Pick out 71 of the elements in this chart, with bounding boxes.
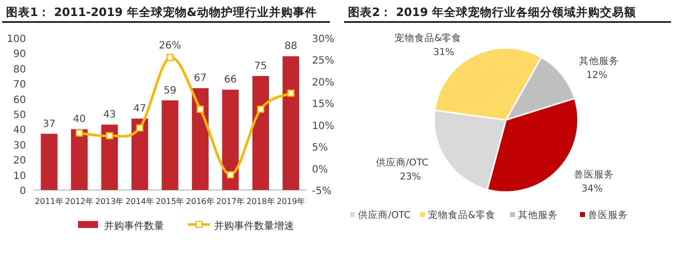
y2-tick-label: 10%	[312, 120, 334, 132]
legend-label: 并购事件数量	[104, 220, 164, 232]
slice-label: 宠物食品&零食	[394, 32, 462, 44]
y-tick-label: 30	[13, 140, 26, 152]
legend-label: 其他服务	[518, 209, 558, 221]
y-tick-label: 60	[13, 94, 26, 106]
slice-label: 兽医服务	[574, 168, 614, 181]
y-tick-label: 80	[13, 64, 26, 76]
bar	[71, 129, 88, 190]
y2-tick-label: 5%	[312, 142, 328, 154]
y2-tick-label: 30%	[312, 34, 334, 45]
bar	[162, 100, 178, 190]
data-label: 40	[72, 114, 86, 126]
point	[136, 124, 144, 132]
point	[226, 171, 234, 178]
y2-tick-label: 20%	[312, 77, 334, 88]
data-label: 31%	[433, 46, 454, 58]
bar	[131, 118, 148, 190]
legend-label: 兽医服务	[588, 209, 628, 221]
y-tick-label: 100	[6, 34, 26, 45]
data-label: 23%	[400, 172, 421, 183]
x-tick-label: 2019年	[276, 197, 306, 206]
x-tick-label: 2012年	[65, 197, 94, 206]
data-label: 67	[194, 73, 207, 84]
y-tick-label: 0	[20, 186, 26, 197]
x-tick-label: 2014年	[126, 197, 154, 206]
y2-tick-label: -5%	[312, 186, 332, 197]
data-label: 43	[103, 110, 116, 121]
x-tick-label: 2016年	[186, 197, 214, 206]
bar	[222, 90, 239, 190]
point	[76, 130, 83, 137]
y-tick-label: 70	[13, 80, 26, 91]
x-tick-label: 2013年	[95, 197, 124, 206]
x-tick-label: 2018年	[246, 197, 275, 206]
point	[106, 132, 114, 140]
point	[287, 90, 294, 97]
legend-label: 并购事件数量增速	[214, 220, 294, 232]
point	[196, 106, 204, 113]
y-tick-label: 20	[13, 156, 26, 167]
slice-label: 供应商/OTC	[376, 156, 429, 169]
x-tick-label: 2015年	[156, 197, 184, 206]
data-label: 59	[164, 85, 176, 96]
data-label: 12%	[586, 70, 608, 81]
slice-label: 其他服务	[578, 54, 619, 67]
y-tick-label: 10	[13, 170, 26, 182]
chart-title: 图表1： 2011-2019 年全球宠物&动物护理行业并购事件	[6, 5, 317, 19]
y2-tick-label: 15%	[312, 99, 334, 110]
data-label: 34%	[582, 184, 603, 195]
data-label: 75	[254, 61, 268, 72]
bar	[252, 76, 269, 190]
bar	[282, 56, 300, 190]
x-tick-label: 2017年	[216, 197, 245, 206]
data-label: 66	[224, 74, 237, 86]
y-tick-label: 90	[13, 49, 26, 60]
bar	[101, 124, 118, 190]
data-label: 47	[133, 104, 146, 115]
point	[257, 106, 264, 113]
data-label: 88	[284, 41, 298, 52]
legend-label: 供应商/OTC	[358, 209, 411, 221]
bar	[40, 134, 58, 190]
chart-title: 图表2： 2019 年全球宠物行业各细分领域并购交易额	[348, 5, 638, 19]
data-label: 37	[42, 118, 56, 130]
y2-tick-label: 0%	[312, 164, 328, 176]
y2-tick-label: 25%	[312, 56, 334, 67]
x-tick-label: 2011年	[34, 197, 64, 206]
legend-label: 宠物食品&零食	[428, 209, 496, 221]
y-tick-label: 40	[13, 125, 26, 136]
point	[166, 54, 174, 62]
y-tick-label: 50	[13, 110, 26, 121]
bar	[192, 88, 209, 190]
data-label: 26%	[158, 40, 182, 52]
